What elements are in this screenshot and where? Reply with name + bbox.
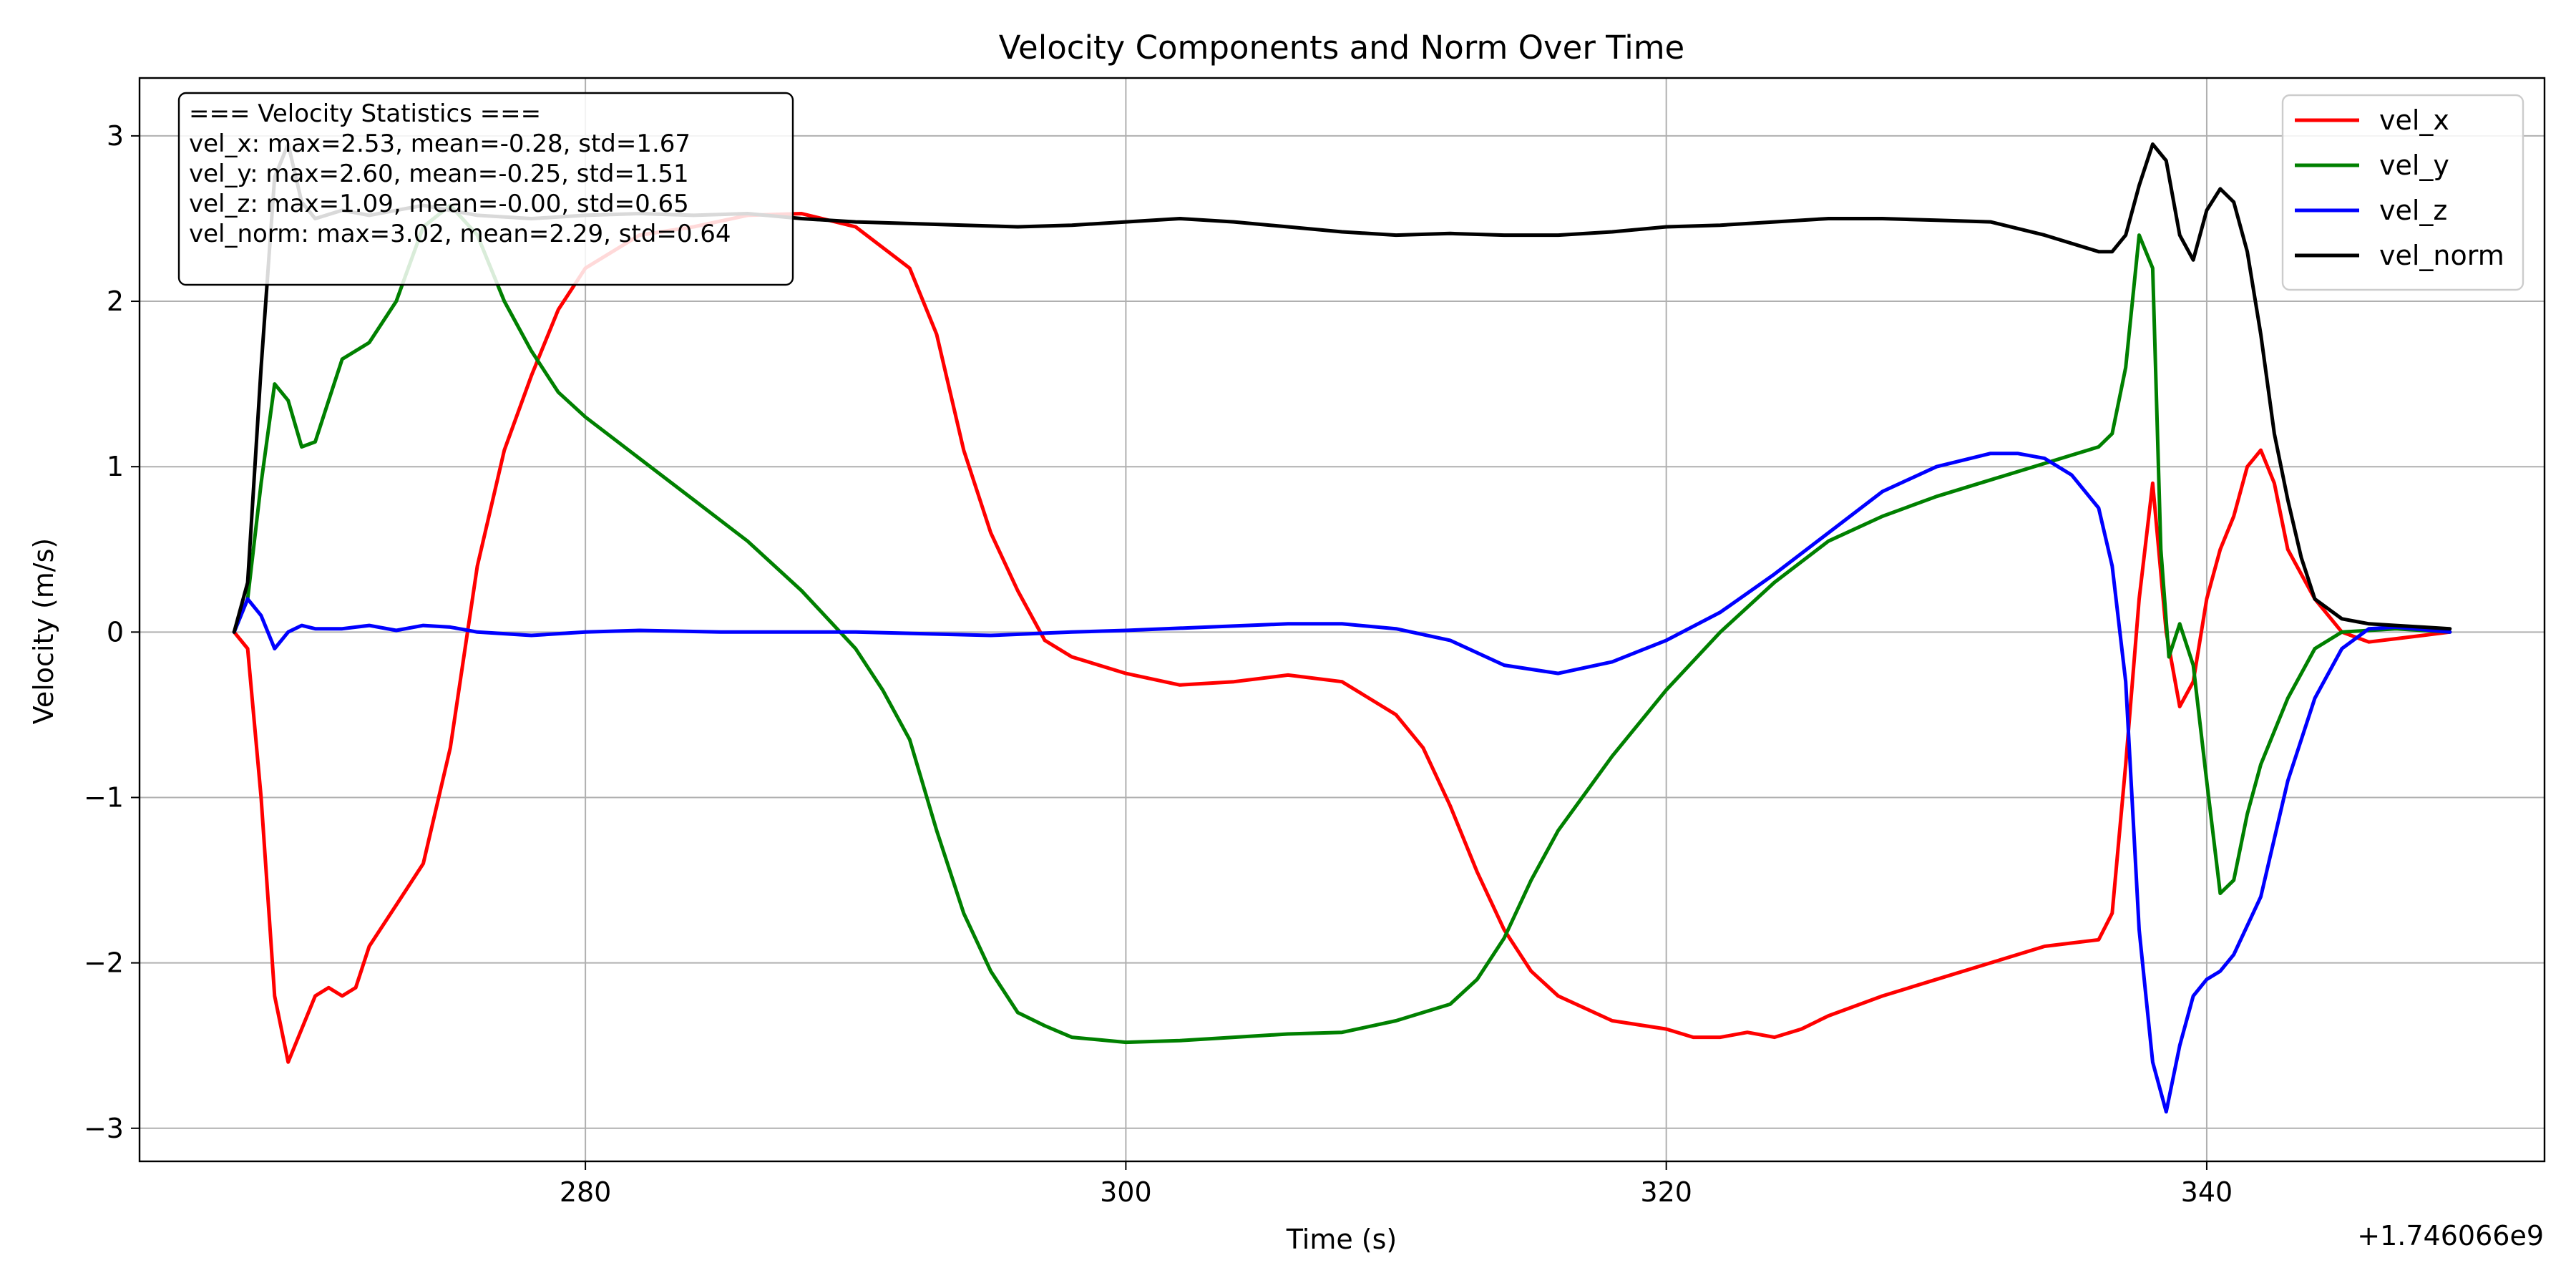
- legend: vel_x vel_y vel_z vel_norm: [2281, 94, 2524, 291]
- grid-lines: [140, 78, 2545, 1161]
- y-axis-ticks: −3 −2 −1 0 1 2 3: [84, 120, 140, 1144]
- x-axis-label: Time (s): [1286, 1224, 1397, 1255]
- y-axis-label: Velocity (m/s): [28, 538, 59, 724]
- y-tick-label: 3: [107, 120, 124, 152]
- x-tick-label: 320: [1640, 1176, 1692, 1208]
- y-tick-label: 0: [107, 616, 124, 648]
- legend-label-vel-norm: vel_norm: [2379, 240, 2504, 271]
- x-tick-label: 280: [560, 1176, 612, 1208]
- stats-line-vel-x: vel_x: max=2.53, mean=-0.28, std=1.67: [189, 130, 691, 158]
- x-offset-label: +1.746066e9: [2357, 1220, 2544, 1252]
- legend-label-vel-y: vel_y: [2379, 150, 2449, 181]
- y-tick-label: −2: [84, 947, 124, 979]
- y-tick-label: 2: [107, 286, 124, 317]
- x-axis-ticks: 280 300 320 340: [560, 1161, 2233, 1208]
- series-line-vel-z: [232, 452, 2452, 1114]
- y-tick-label: −1: [84, 781, 124, 813]
- stats-line-vel-norm: vel_norm: max=3.02, mean=2.29, std=0.64: [189, 220, 731, 248]
- chart-title: Velocity Components and Norm Over Time: [999, 29, 1685, 67]
- stats-box: === Velocity Statistics === vel_x: max=2…: [177, 92, 794, 286]
- x-tick-label: 340: [2181, 1176, 2233, 1208]
- y-tick-label: 1: [107, 451, 124, 482]
- stats-line-vel-z: vel_z: max=1.09, mean=-0.00, std=0.65: [189, 190, 689, 218]
- x-tick-label: 300: [1100, 1176, 1152, 1208]
- series-lines: [232, 142, 2452, 1114]
- series-line-vel-x: [232, 212, 2452, 1064]
- stats-line-vel-y: vel_y: max=2.60, mean=-0.25, std=1.51: [189, 160, 689, 188]
- y-tick-label: −3: [84, 1113, 124, 1144]
- legend-frame: [2281, 94, 2524, 291]
- legend-label-vel-x: vel_x: [2379, 104, 2449, 136]
- stats-box-frame: [177, 92, 794, 286]
- legend-label-vel-z: vel_z: [2379, 195, 2447, 226]
- stats-line-header: === Velocity Statistics ===: [189, 99, 541, 128]
- plot-frame: [138, 77, 2546, 1163]
